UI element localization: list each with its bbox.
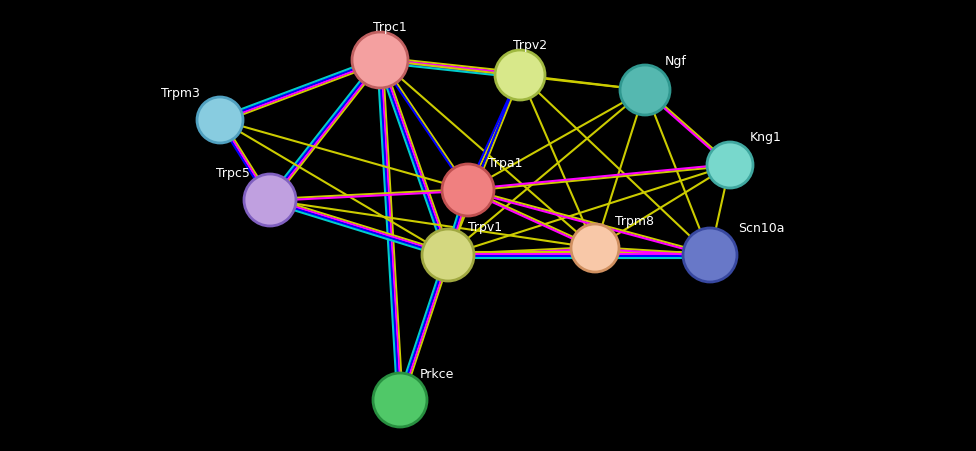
Text: Trpv2: Trpv2 xyxy=(513,38,548,51)
Text: Kng1: Kng1 xyxy=(750,132,782,144)
Circle shape xyxy=(352,32,408,88)
Circle shape xyxy=(373,373,427,427)
Circle shape xyxy=(571,224,619,272)
Text: Trpm8: Trpm8 xyxy=(615,216,654,229)
Circle shape xyxy=(197,97,243,143)
Circle shape xyxy=(683,228,737,282)
Circle shape xyxy=(707,142,753,188)
Circle shape xyxy=(442,164,494,216)
Text: Trpc5: Trpc5 xyxy=(216,166,250,179)
Text: Trpc1: Trpc1 xyxy=(373,22,407,34)
Circle shape xyxy=(244,174,296,226)
Text: Trpa1: Trpa1 xyxy=(488,156,522,170)
Text: Prkce: Prkce xyxy=(420,368,455,382)
Text: Scn10a: Scn10a xyxy=(738,221,785,235)
Circle shape xyxy=(422,229,474,281)
Text: Trpv1: Trpv1 xyxy=(468,221,502,235)
Text: Ngf: Ngf xyxy=(665,55,687,69)
Circle shape xyxy=(495,50,545,100)
Text: Trpm3: Trpm3 xyxy=(161,87,200,100)
Circle shape xyxy=(620,65,670,115)
